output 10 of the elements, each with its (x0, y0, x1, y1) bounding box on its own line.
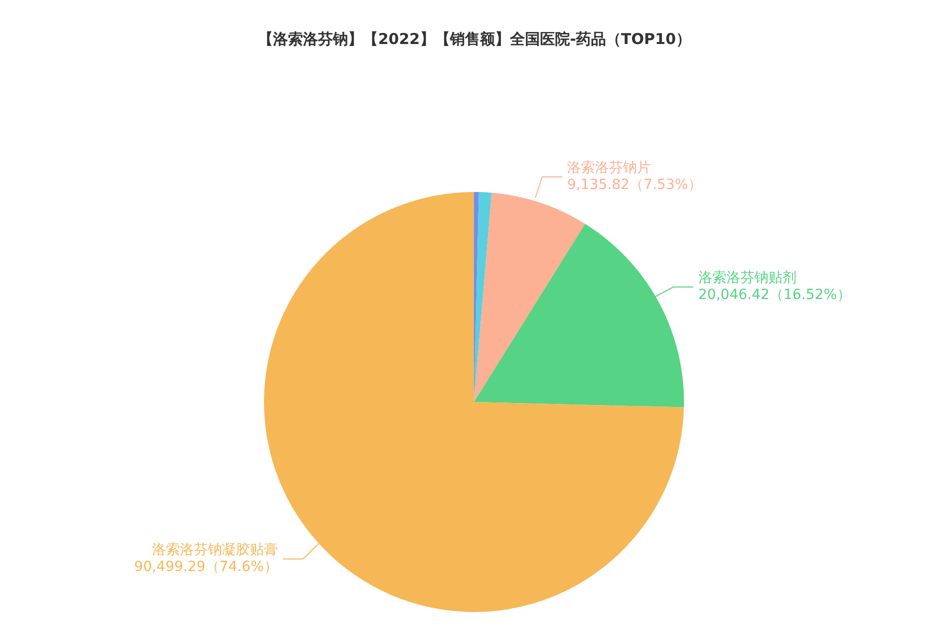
slice-label: 洛索洛芬钠贴剂 (698, 270, 796, 286)
data-label: 20,046.42（16.52%） (698, 287, 851, 304)
data-label: 9,135.82（7.53%） (567, 176, 702, 193)
slice-label: 洛索洛芬钠片 (567, 160, 652, 176)
slice-label: 洛索洛芬钠凝胶贴膏 (152, 542, 278, 558)
pie-slice (474, 192, 586, 402)
data-label: 90,499.29（74.6%） (134, 558, 278, 575)
chart-title: 【洛索洛芬钠】【2022】【销售额】全国医院-药品（TOP10） (257, 30, 692, 49)
pie-slice (474, 192, 492, 402)
pie-slice (264, 192, 684, 612)
